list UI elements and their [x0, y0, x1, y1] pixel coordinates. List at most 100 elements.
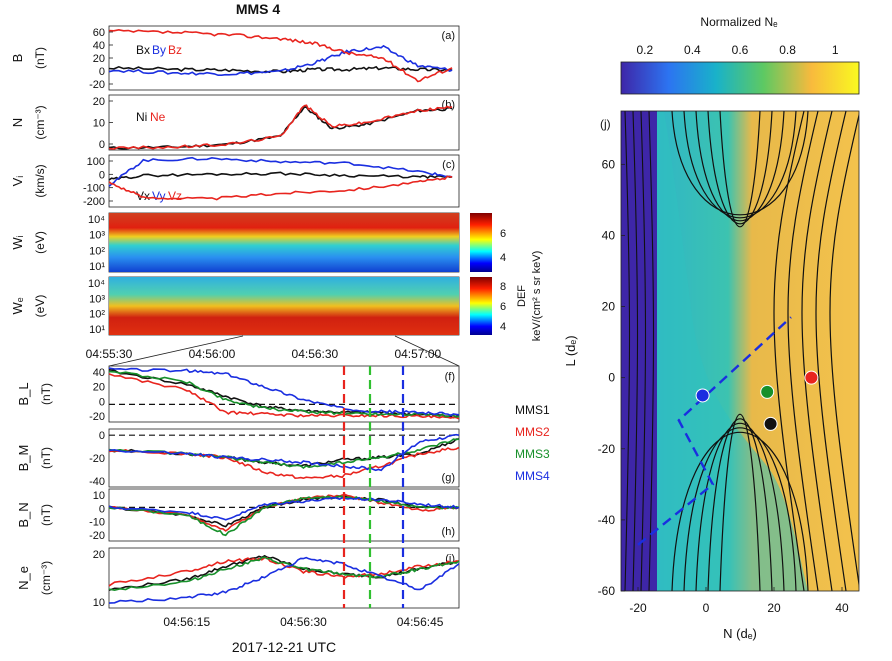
panel-g-label: (g): [442, 472, 455, 484]
top-xtick: 04:56:00: [189, 347, 236, 361]
sim-xtick: -20: [629, 601, 647, 615]
panel-i-yunit: (cm⁻³): [39, 561, 53, 595]
panel-b-ylabel: N: [10, 118, 25, 127]
marker-mms2: [804, 370, 819, 385]
series-a-bz: [108, 28, 453, 83]
electron-colorbar: [470, 277, 492, 335]
panel-g-ytick: -20: [89, 453, 105, 465]
sim-field-line: [695, 111, 785, 222]
spacecraft-trajectory: [637, 316, 792, 546]
sim-xtick: 0: [703, 601, 710, 615]
legend-vz: Vz: [168, 189, 182, 203]
panel-e-yunit: (eV): [33, 295, 47, 318]
panel-b-ytick: 10: [93, 118, 105, 130]
panel-h-ytick: 10: [93, 490, 105, 502]
zoom-connector-right: [394, 335, 460, 367]
legend-mms1: MMS1: [515, 403, 550, 417]
sim-xtick: 40: [835, 601, 849, 615]
panel-i-ytick: 20: [93, 549, 105, 561]
panel-a-frame: [108, 25, 460, 91]
sim-cbar-tick: 0.8: [779, 43, 796, 57]
panel-c-ylabel: Vᵢ: [10, 176, 25, 187]
legend-ne: Ne: [150, 110, 166, 124]
series-i-mms3: [108, 556, 460, 592]
legend-vy: Vy: [152, 189, 166, 203]
x-axis-title: 2017-12-21 UTC: [232, 639, 336, 655]
panel-e-ylabel: Wₑ: [10, 297, 25, 314]
legend-mms4: MMS4: [515, 469, 550, 483]
panel-a-ytick: -20: [89, 79, 105, 91]
panel-i-frame: [108, 547, 460, 609]
series-c-vy: [108, 156, 453, 187]
sim-ytick: 60: [602, 157, 616, 171]
panel-a-ylabel: B: [10, 54, 25, 63]
ion-cbar-tick-6: 6: [500, 228, 506, 240]
legend-ni: Ni: [136, 110, 147, 124]
top-xtick: 04:55:30: [86, 347, 133, 361]
sim-field-line: [829, 112, 859, 589]
simulation-panel: Normalized Nₑ 0.2 0.4 0.6 0.8 1 (j) -20 0 20 40…: [563, 15, 860, 641]
panel-g-ytick: -40: [89, 476, 105, 488]
series-c-vx: [108, 171, 453, 181]
sim-field-line: [624, 111, 631, 591]
series-g-mms2: [108, 446, 460, 480]
panel-c-frame: [108, 154, 460, 208]
panel-f-ytick: 0: [99, 396, 105, 408]
sim-markers: [695, 370, 819, 431]
sim-ytick: -40: [598, 513, 616, 527]
series-b-ne: [108, 104, 453, 150]
panel-h-frame: [108, 488, 460, 542]
sim-cbar-tick: 0.2: [636, 43, 653, 57]
panel-f-ytick: 20: [93, 382, 105, 394]
sim-ytick: -20: [598, 442, 616, 456]
series-f-mms3: [108, 370, 460, 418]
panel-e-ytick: 10²: [89, 309, 105, 321]
sim-field-line: [773, 111, 805, 591]
sim-ytick: 0: [608, 371, 615, 385]
sim-field-line: [801, 111, 833, 591]
sim-axes: -20 0 20 40 60 40 20 0 -20 -40 -60: [598, 157, 849, 615]
panel-b-yunit: (cm⁻³): [33, 105, 47, 139]
sim-field-line: [632, 111, 639, 591]
bottom-panels: (f) B_L (nT) 40 20 0 -20 (g) B_M (nT) 0 -20 -40 (h) B_…: [16, 365, 460, 629]
series-i-mms2: [108, 556, 460, 587]
panel-f-ylabel: B_L: [16, 382, 31, 405]
panel-g-ylabel: B_M: [16, 445, 31, 472]
legend-mms2: MMS2: [515, 425, 550, 439]
panel-c-ytick: 100: [87, 156, 105, 168]
panel-g-ytick: 0: [99, 430, 105, 442]
sim-xtick: 20: [767, 601, 781, 615]
panel-c-label: (c): [442, 159, 455, 171]
panel-e-ytick: 10⁴: [88, 278, 105, 290]
panel-g-yunit: (nT): [39, 447, 53, 469]
sim-field-line: [648, 111, 655, 591]
sim-ytick: -60: [598, 584, 616, 598]
sim-cbar-tick: 0.4: [684, 43, 701, 57]
series-a-by: [108, 44, 453, 76]
panel-c-yunit: (km/s): [33, 164, 47, 197]
panel-a-ytick: 60: [93, 27, 105, 39]
figure-title: MMS 4: [236, 1, 281, 17]
electron-spectrogram: [109, 277, 459, 335]
sim-field-lines: [624, 111, 859, 591]
def-unit: keV/(cm² s sr keV): [531, 251, 543, 341]
sim-ytick: 20: [602, 300, 616, 314]
legend-bx: Bx: [136, 43, 150, 57]
panel-d-ytick: 10²: [89, 245, 105, 257]
marker-mms4: [695, 388, 710, 403]
e-cbar-tick-8: 8: [500, 281, 506, 293]
panel-e-ytick: 10³: [89, 293, 105, 305]
series-f-mms4: [108, 367, 460, 417]
panel-f-label: (f): [445, 371, 455, 383]
sim-field-line: [695, 423, 785, 591]
series-h-mms4: [108, 496, 460, 521]
sim-field-line: [640, 111, 647, 591]
sim-field-line: [683, 111, 797, 219]
panel-f-yunit: (nT): [39, 383, 53, 405]
panel-h-ylabel: B_N: [16, 502, 31, 527]
legend-mms3: MMS3: [515, 447, 550, 461]
panel-a-ytick: 0: [99, 66, 105, 78]
sim-xlabel: N (dₑ): [723, 626, 757, 641]
panel-i-ytick: 10: [93, 597, 105, 609]
